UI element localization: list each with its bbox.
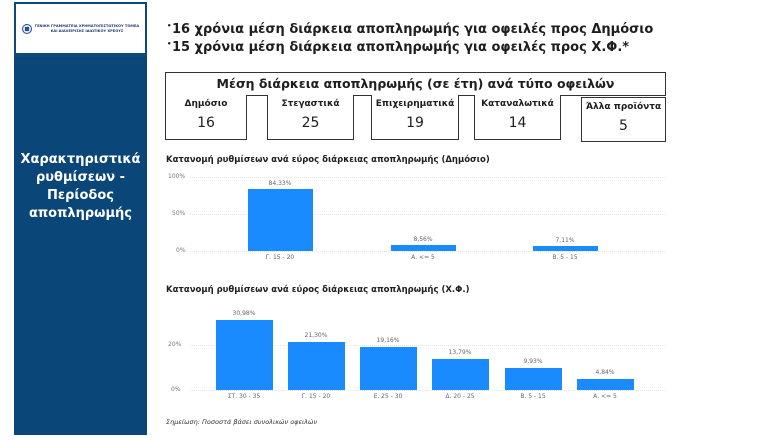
headline-public: • 16 χρόνια μέση διάρκεια αποπληρωμής γι…: [167, 22, 654, 37]
avg-box-consumer: Καταναλωτικά 14: [474, 95, 561, 140]
logo-line-1: ΓΕΝΙΚΗ ΓΡΑΜΜΑΤΕΙΑ ΧΡΗΜΑΤΟΠΙΣΤΩΤΙΚΟΥ ΤΟΜΕ…: [34, 23, 140, 28]
x-label: Γ. 15 - 20: [265, 254, 295, 261]
bar: [391, 245, 456, 251]
logo-line-2: ΚΑΙ ΔΙΑΧΕΙΡΙΣΗΣ ΙΔΙΩΤΙΚΟΥ ΧΡΕΟΥΣ: [50, 28, 124, 33]
x-label: Α. <= 5: [411, 254, 435, 261]
y-tick: 0%: [171, 386, 181, 393]
bar-value-label: 9,93%: [523, 358, 543, 365]
bar-value-label: 4,84%: [595, 369, 615, 376]
bar-value-label: 30,98%: [232, 310, 256, 317]
headline-financial: • 15 χρόνια μέση διάρκεια αποπληρωμής γι…: [167, 40, 630, 55]
bar: [360, 347, 417, 390]
avg-label: Άλλα προϊόντα: [585, 102, 662, 112]
y-tick: 100%: [168, 173, 186, 180]
bar: [216, 320, 273, 390]
greek-emblem-icon: [21, 23, 32, 34]
avg-box-other: Άλλα προϊόντα 5: [581, 97, 666, 142]
gridline: [190, 177, 665, 178]
avg-value: 25: [301, 115, 320, 131]
sidebar-panel: Χαρακτηριστικά ρυθμίσεων - Περίοδος αποπ…: [14, 57, 147, 435]
x-label: Α. <= 5: [593, 393, 617, 400]
x-label: Γ. 15 - 20: [301, 393, 331, 400]
bar: [577, 379, 634, 390]
bar-value-label: 19,16%: [376, 337, 400, 344]
x-label: Β. 5 - 15: [552, 254, 578, 261]
avg-box-public: Δημόσιο 16: [165, 95, 247, 140]
bar: [432, 359, 489, 390]
avg-label: Δημόσιο: [184, 99, 228, 109]
logo-text: ΓΕΝΙΚΗ ΓΡΑΜΜΑΤΕΙΑ ΧΡΗΜΑΤΟΠΙΣΤΩΤΙΚΟΥ ΤΟΜΕ…: [35, 24, 139, 34]
bullet-icon: •: [167, 22, 172, 30]
bar-value-label: 21,30%: [304, 332, 328, 339]
y-tick: 0%: [176, 247, 186, 254]
bar-value-label: 8,56%: [413, 236, 433, 243]
bar: [505, 368, 562, 390]
y-tick: 50%: [172, 210, 186, 217]
footnote: Σημείωση: Ποσοστά βάσει συνολικών οφειλώ…: [166, 418, 318, 426]
chart-financial-title: Κατανομή ρυθμίσεων ανά εύρος διάρκειας α…: [166, 285, 470, 295]
bar: [288, 342, 345, 390]
x-label: Β. 5 - 15: [520, 393, 546, 400]
bar: [533, 246, 598, 251]
avg-box-mortgage: Στεγαστικά 25: [267, 95, 354, 140]
avg-value: 19: [406, 115, 424, 131]
avg-label: Επιχειρηματικά: [375, 99, 455, 109]
gridline: [190, 251, 665, 252]
x-label: Δ. 20 - 25: [445, 393, 475, 400]
avg-box-business: Επιχειρηματικά 19: [371, 95, 459, 140]
avg-value: 14: [508, 115, 527, 131]
headline-text: 15 χρόνια μέση διάρκεια αποπληρωμής για …: [172, 40, 630, 55]
x-label: Ε. 25 - 30: [373, 393, 403, 400]
bar-value-label: 7,11%: [555, 237, 575, 244]
average-duration-title: Μέση διάρκεια αποπληρωμής (σε έτη) ανά τ…: [165, 72, 666, 96]
x-label: ΣΤ. 30 - 35: [227, 393, 261, 400]
organization-logo: ΓΕΝΙΚΗ ΓΡΑΜΜΑΤΕΙΑ ΧΡΗΜΑΤΟΠΙΣΤΩΤΙΚΟΥ ΤΟΜΕ…: [14, 2, 147, 57]
y-tick: 20%: [168, 341, 182, 348]
avg-label: Καταναλωτικά: [481, 99, 554, 109]
headline-text: 16 χρόνια μέση διάρκεια αποπληρωμής για …: [172, 22, 654, 37]
section-title: Χαρακτηριστικά ρυθμίσεων - Περίοδος αποπ…: [20, 152, 141, 221]
avg-label: Στεγαστικά: [281, 99, 340, 109]
bar-value-label: 84,33%: [268, 180, 292, 187]
gridline: [190, 345, 665, 346]
bar-value-label: 13,79%: [448, 349, 472, 356]
bar: [248, 189, 313, 251]
bullet-icon: •: [167, 40, 172, 48]
avg-value: 16: [197, 115, 215, 131]
gridline: [190, 390, 665, 391]
chart-public-title: Κατανομή ρυθμίσεων ανά εύρος διάρκειας α…: [166, 155, 490, 165]
avg-value: 5: [619, 118, 628, 134]
gridline: [190, 214, 665, 215]
